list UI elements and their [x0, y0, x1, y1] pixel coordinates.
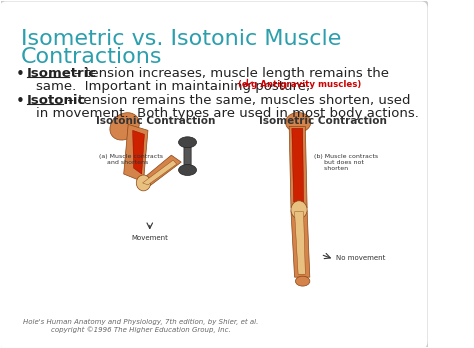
- Polygon shape: [289, 126, 307, 208]
- Polygon shape: [124, 124, 148, 182]
- Text: Isometric Contraction: Isometric Contraction: [259, 117, 387, 126]
- Text: Movement: Movement: [131, 235, 168, 240]
- Ellipse shape: [295, 276, 310, 286]
- Text: Contractions: Contractions: [21, 47, 163, 67]
- Text: •: •: [16, 94, 25, 109]
- Text: (e.g Antigravity muscles): (e.g Antigravity muscles): [238, 80, 361, 89]
- Polygon shape: [133, 130, 145, 174]
- FancyBboxPatch shape: [0, 0, 428, 348]
- Circle shape: [137, 175, 151, 191]
- Text: Isotonic: Isotonic: [27, 94, 86, 106]
- FancyBboxPatch shape: [184, 141, 191, 171]
- Text: No movement: No movement: [336, 255, 385, 261]
- Ellipse shape: [110, 113, 139, 140]
- Text: (a) Muscle contracts
    and shortens: (a) Muscle contracts and shortens: [99, 154, 163, 165]
- Text: same.  Important in maintaining posture,: same. Important in maintaining posture,: [36, 80, 310, 93]
- Polygon shape: [139, 155, 181, 186]
- Text: Isometric: Isometric: [27, 67, 97, 80]
- Polygon shape: [143, 160, 177, 185]
- Polygon shape: [294, 212, 305, 274]
- Text: •: •: [16, 67, 25, 82]
- Ellipse shape: [179, 165, 197, 175]
- Text: Isotonic Contraction: Isotonic Contraction: [96, 117, 216, 126]
- Text: – tension increases, muscle length remains the: – tension increases, muscle length remai…: [70, 67, 389, 80]
- Polygon shape: [292, 128, 303, 202]
- Polygon shape: [291, 211, 310, 277]
- Text: Isometric vs. Isotonic Muscle: Isometric vs. Isotonic Muscle: [21, 29, 342, 49]
- Text: in movement.  Both types are used in most body actions.: in movement. Both types are used in most…: [36, 106, 419, 120]
- Text: – tension remains the same, muscles shorten, used: – tension remains the same, muscles shor…: [63, 94, 410, 106]
- Ellipse shape: [285, 112, 311, 132]
- Circle shape: [291, 201, 307, 219]
- Text: Hole's Human Anatomy and Physiology, 7th edition, by Shier, et al.
copyright ©19: Hole's Human Anatomy and Physiology, 7th…: [23, 319, 258, 333]
- Ellipse shape: [179, 137, 197, 148]
- Text: (b) Muscle contracts
     but does not
     shorten: (b) Muscle contracts but does not shorte…: [314, 154, 378, 171]
